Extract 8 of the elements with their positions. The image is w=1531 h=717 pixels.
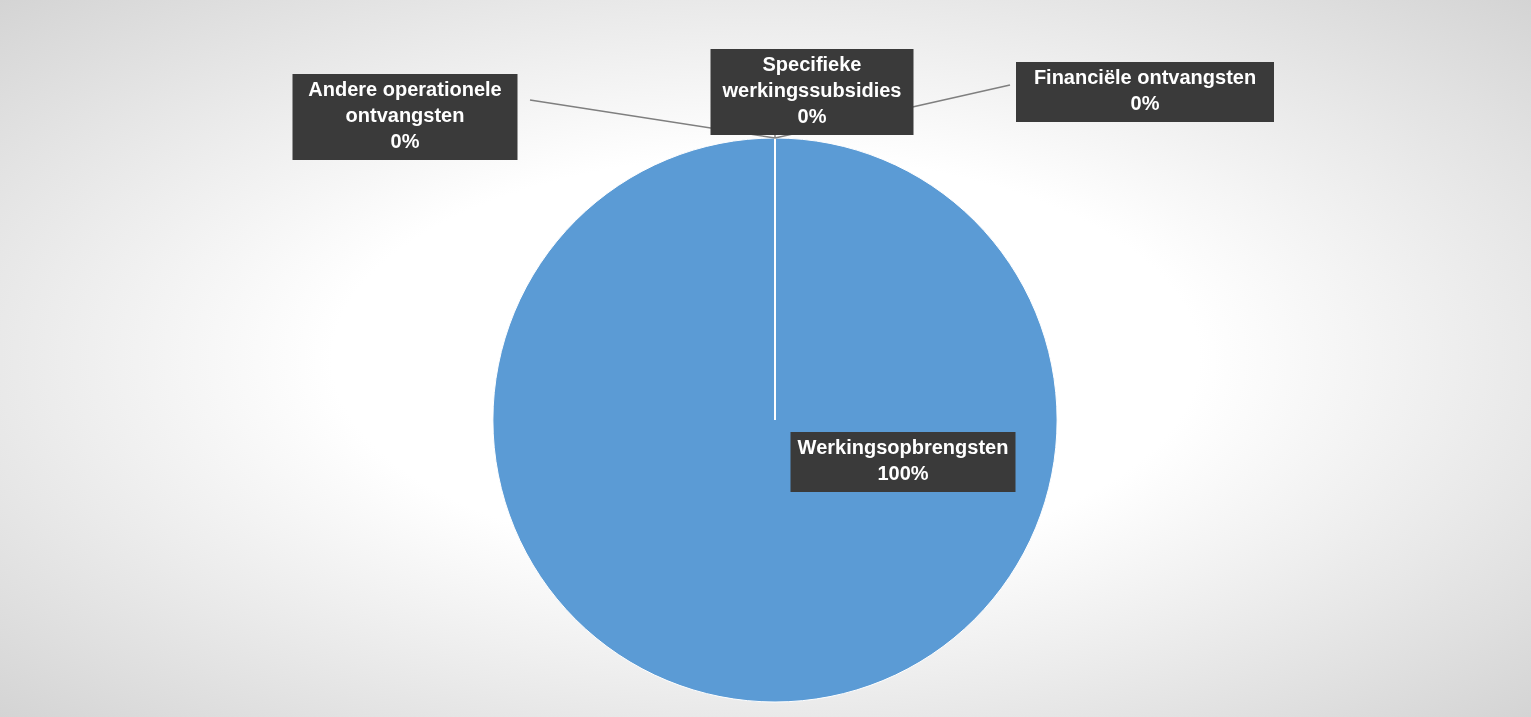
category-label: Andere operationele ontvangsten: [308, 78, 502, 126]
text: 0%: [390, 130, 420, 152]
text: 0%: [1130, 92, 1160, 114]
category-label: Specifieke werkingssubsidies: [722, 53, 902, 101]
slice-label: Werkingsopbrengsten: [797, 436, 1009, 458]
text: 0%: [797, 105, 827, 127]
category-label: Financiële ontvangsten: [1033, 66, 1257, 88]
data-label: 100%: [877, 462, 929, 484]
